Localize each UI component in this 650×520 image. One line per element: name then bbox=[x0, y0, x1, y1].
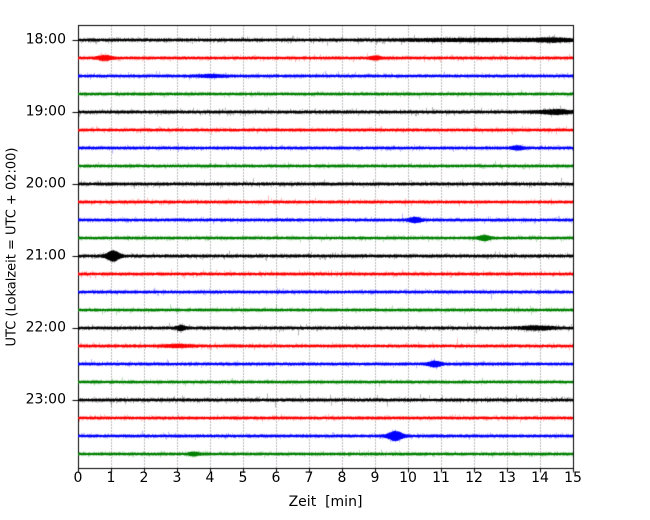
y-tick-label: 20:00 bbox=[25, 175, 66, 192]
y-tick-label: 19:00 bbox=[25, 103, 66, 120]
x-tick-label: 3 bbox=[172, 470, 182, 486]
y-tick-label: 22:00 bbox=[25, 319, 66, 336]
x-tick-label: 11 bbox=[432, 470, 450, 486]
x-tick-label: 6 bbox=[271, 470, 281, 486]
x-tick-label: 8 bbox=[337, 470, 347, 486]
x-tick-label: 10 bbox=[399, 470, 417, 486]
x-axis-title: Zeit [min] bbox=[288, 494, 363, 510]
x-tick-label: 0 bbox=[73, 470, 83, 486]
x-tick-label: 9 bbox=[370, 470, 380, 486]
x-tick-label: 4 bbox=[205, 470, 215, 486]
x-tick-label: 5 bbox=[238, 470, 248, 486]
x-tick-label: 1 bbox=[106, 470, 116, 486]
y-tick-label: 23:00 bbox=[25, 391, 66, 408]
y-tick-label: 18:00 bbox=[25, 31, 66, 48]
x-tick-label: 2 bbox=[139, 470, 149, 486]
x-tick-label: 13 bbox=[498, 470, 516, 486]
x-tick-label: 14 bbox=[531, 470, 549, 486]
x-tick-label: 12 bbox=[465, 470, 483, 486]
y-tick-label: 21:00 bbox=[25, 247, 66, 264]
x-tick-label: 7 bbox=[304, 470, 314, 486]
y-axis-title: UTC (Lokalzeit = UTC + 02:00) bbox=[4, 147, 20, 347]
x-tick-label: 15 bbox=[564, 470, 582, 486]
